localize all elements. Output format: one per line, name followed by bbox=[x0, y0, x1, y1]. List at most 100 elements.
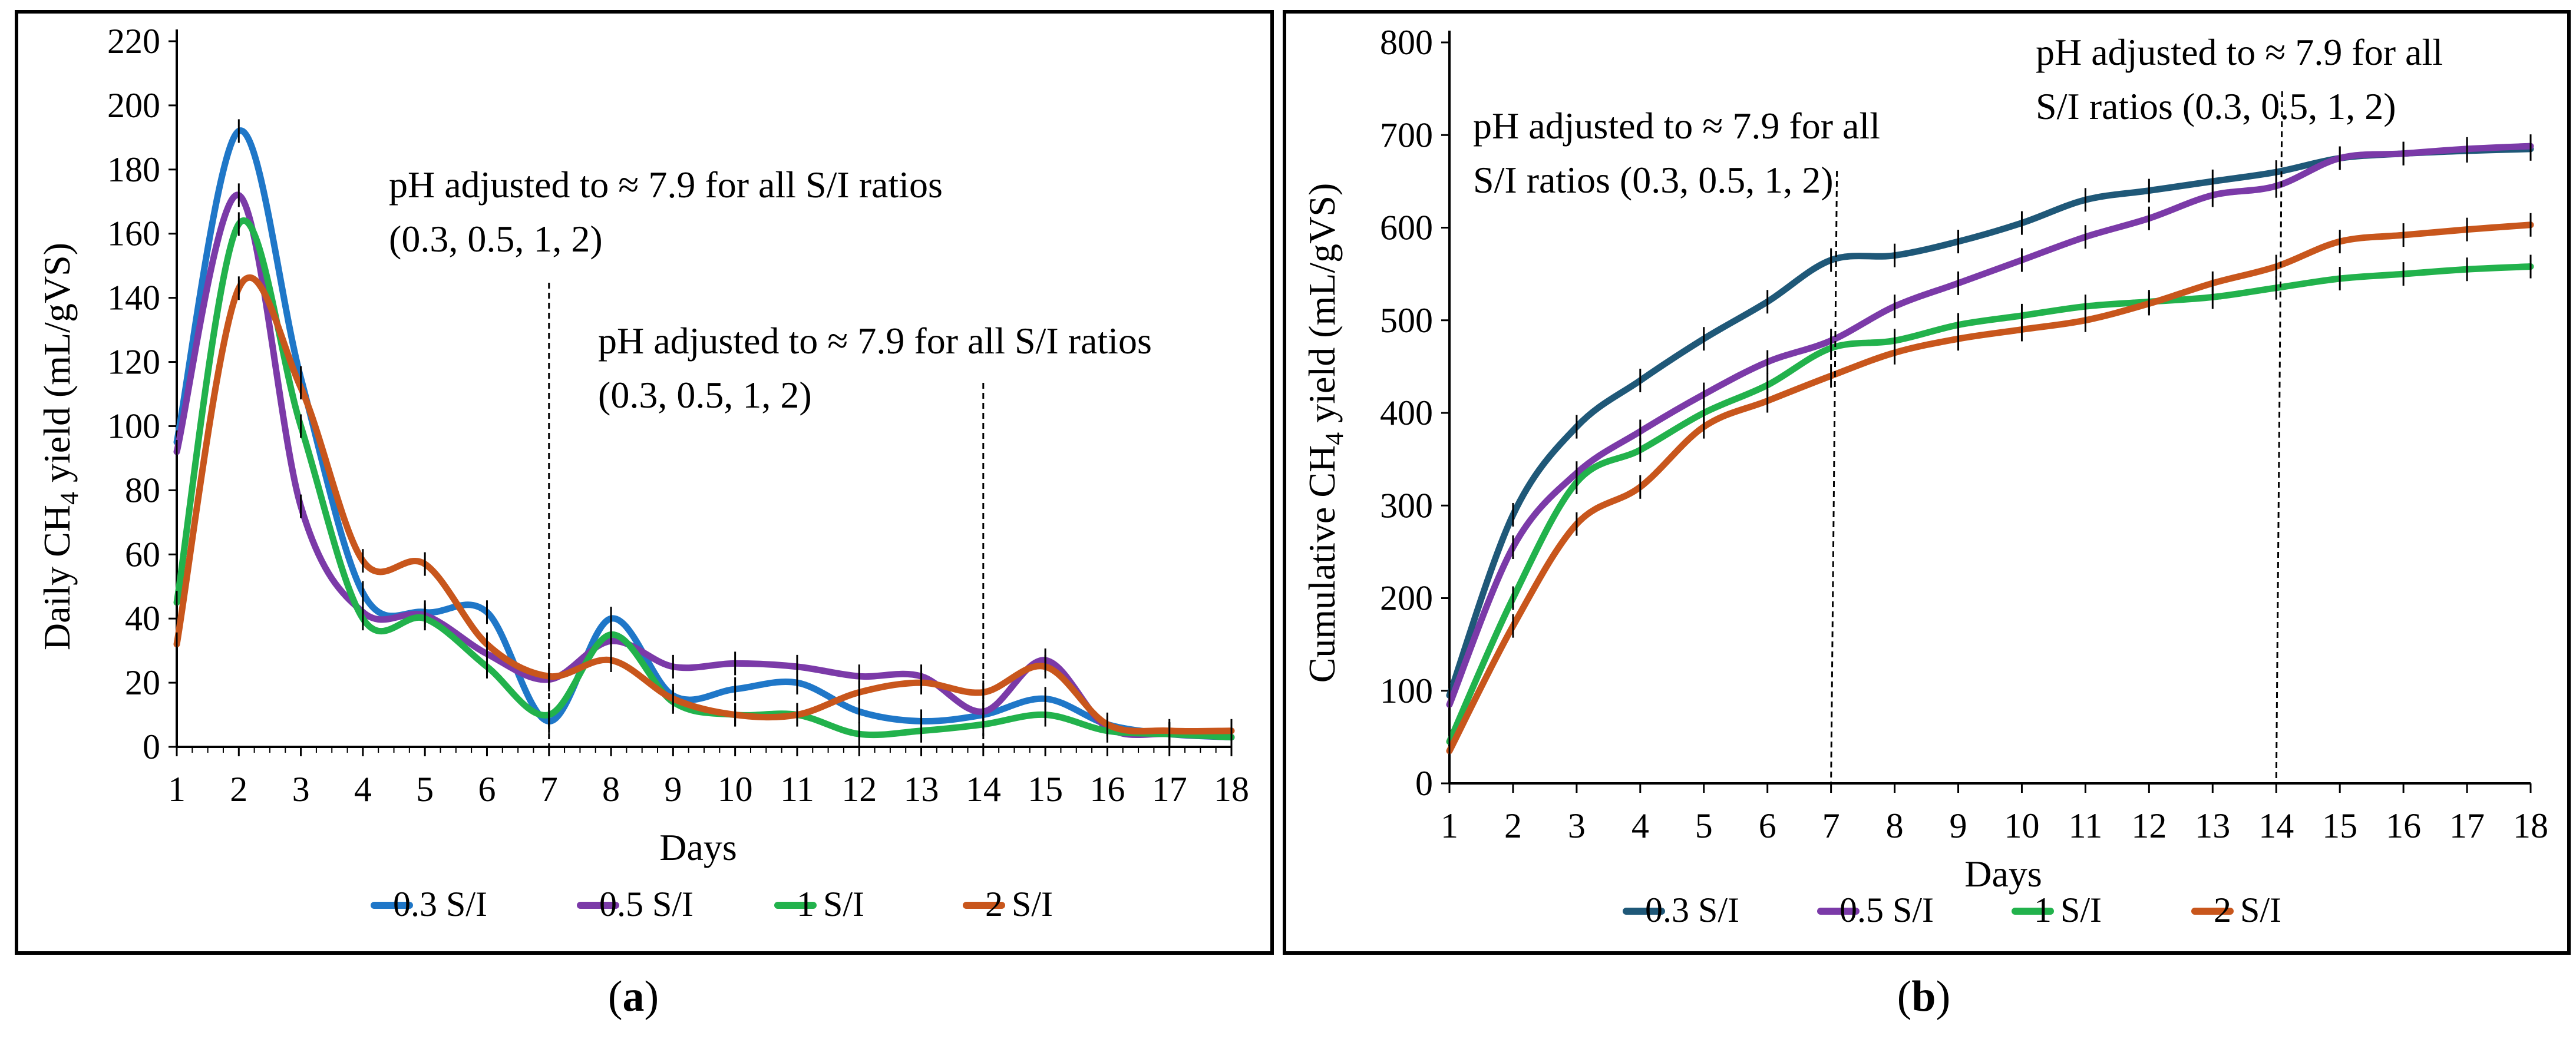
x-tick-label: 17 bbox=[2449, 806, 2485, 845]
x-axis-title-b: Days bbox=[1964, 853, 2042, 895]
x-tick-label: 14 bbox=[966, 770, 1001, 809]
y-tick-label: 400 bbox=[1380, 393, 1433, 432]
y-axis-title-b: Cumulative CH4 yield (mL/gVS) bbox=[1301, 183, 1349, 683]
x-tick-label: 16 bbox=[1089, 770, 1125, 809]
x-tick-label: 12 bbox=[2131, 806, 2167, 845]
x-tick-label: 9 bbox=[664, 770, 682, 809]
series-line bbox=[173, 191, 1235, 741]
x-tick-label: 11 bbox=[2069, 806, 2103, 845]
legend-b: 0.3 S/I 0.5 S/I 1 S/I 2 S/I bbox=[1623, 891, 2281, 929]
ph-adjust-marker bbox=[1830, 170, 1838, 784]
y-tick-label: 500 bbox=[1380, 301, 1433, 340]
x-tick-label: 6 bbox=[1759, 806, 1776, 845]
series-line bbox=[173, 127, 1235, 741]
y-tick-label: 700 bbox=[1380, 115, 1433, 154]
legend-a: 0.3 S/I 0.5 S/I 1 S/I 2 S/I bbox=[371, 885, 1053, 924]
x-tick-label: 4 bbox=[1632, 806, 1649, 845]
x-tick-label: 10 bbox=[718, 770, 753, 809]
series-line bbox=[173, 217, 1235, 741]
annotation-line2: (0.3, 0.5, 1, 2) bbox=[598, 374, 812, 416]
y-tick-label: 100 bbox=[107, 406, 160, 445]
legend-label: 0.5 S/I bbox=[1839, 891, 1934, 929]
y-tick-label: 40 bbox=[125, 599, 160, 638]
panel-a-caption: (a) bbox=[607, 972, 659, 1021]
x-tick-label: 3 bbox=[292, 770, 310, 809]
x-tick-label: 1 bbox=[168, 770, 186, 809]
legend-label: 0.5 S/I bbox=[599, 885, 693, 924]
series-line bbox=[1446, 221, 2534, 755]
annotation-line1: pH adjusted to ≈ 7.9 for all bbox=[2036, 31, 2443, 73]
x-tick-label: 1 bbox=[1441, 806, 1458, 845]
annotation-line2: (0.3, 0.5, 1, 2) bbox=[389, 218, 603, 260]
x-tick-label: 3 bbox=[1568, 806, 1586, 845]
y-tick-label: 120 bbox=[107, 343, 160, 382]
x-tick-label: 13 bbox=[904, 770, 939, 809]
y-axis-b: 0 100 200 300 400 500 600 700 800 bbox=[1380, 23, 1451, 803]
x-tick-label: 8 bbox=[602, 770, 620, 809]
y-tick-label: 0 bbox=[1415, 764, 1433, 803]
y-tick-label: 0 bbox=[143, 727, 160, 766]
panel-a-frame bbox=[15, 10, 1274, 955]
x-tick-label: 11 bbox=[780, 770, 814, 809]
annotations-b: pH adjusted to ≈ 7.9 for all S/I ratios (… bbox=[1473, 31, 2443, 784]
x-axis-b: 1 2 3 4 5 6 7 8 9 10 11 12 13 14 15 16 17 18 bbox=[1441, 782, 2548, 845]
x-tick-label: 18 bbox=[1214, 770, 1249, 809]
x-tick-label: 5 bbox=[1695, 806, 1713, 845]
panel-b-caption: (b) bbox=[1897, 972, 1951, 1021]
series-group-b bbox=[1446, 134, 2534, 763]
x-tick-label: 2 bbox=[230, 770, 247, 809]
legend-label: 2 S/I bbox=[2214, 891, 2281, 929]
legend-label: 2 S/I bbox=[985, 885, 1053, 924]
annotations-a: pH adjusted to ≈ 7.9 for all S/I ratios (… bbox=[389, 164, 1152, 747]
y-tick-label: 60 bbox=[125, 535, 160, 574]
x-tick-label: 13 bbox=[2195, 806, 2230, 845]
legend-label: 1 S/I bbox=[2034, 891, 2102, 929]
x-tick-label: 15 bbox=[2322, 806, 2357, 845]
annotation-line1: pH adjusted to ≈ 7.9 for all bbox=[1473, 105, 1880, 147]
annotation-line2: S/I ratios (0.3, 0.5, 1, 2) bbox=[2036, 85, 2396, 127]
x-tick-label: 8 bbox=[1886, 806, 1904, 845]
panel-b-frame bbox=[1283, 10, 2571, 955]
y-tick-label: 220 bbox=[107, 22, 160, 61]
x-tick-label: 10 bbox=[2004, 806, 2039, 845]
y-axis-title-a: Daily CH4 yield (mL/gVS) bbox=[36, 243, 84, 650]
annotation-line2: S/I ratios (0.3, 0.5, 1, 2) bbox=[1473, 159, 1834, 201]
x-tick-label: 7 bbox=[1822, 806, 1840, 845]
annotation-line1: pH adjusted to ≈ 7.9 for all S/I ratios bbox=[389, 164, 943, 206]
x-tick-label: 4 bbox=[354, 770, 372, 809]
x-tick-label: 14 bbox=[2258, 806, 2294, 845]
x-tick-label: 15 bbox=[1028, 770, 1063, 809]
legend-label: 0.3 S/I bbox=[1645, 891, 1739, 929]
y-tick-label: 160 bbox=[107, 214, 160, 253]
x-tick-label: 17 bbox=[1152, 770, 1187, 809]
y-tick-label: 200 bbox=[107, 86, 160, 125]
x-tick-label: 2 bbox=[1504, 806, 1522, 845]
x-axis-a: 1 2 3 4 5 6 7 8 9 10 11 12 13 14 15 16 17 18 bbox=[168, 746, 1249, 809]
y-tick-label: 600 bbox=[1380, 209, 1433, 247]
y-tick-label: 100 bbox=[1380, 671, 1433, 710]
series-line bbox=[173, 274, 1235, 735]
legend-label: 0.3 S/I bbox=[393, 885, 487, 924]
y-tick-label: 180 bbox=[107, 150, 160, 189]
y-tick-label: 300 bbox=[1380, 486, 1433, 525]
y-tick-label: 80 bbox=[125, 471, 160, 509]
y-tick-label: 140 bbox=[107, 279, 160, 317]
series-line bbox=[1446, 145, 2534, 699]
x-tick-label: 12 bbox=[841, 770, 877, 809]
x-tick-label: 6 bbox=[478, 770, 496, 809]
x-axis-title-a: Days bbox=[659, 826, 737, 868]
x-tick-label: 18 bbox=[2513, 806, 2548, 845]
legend-label: 1 S/I bbox=[797, 885, 864, 924]
y-tick-label: 200 bbox=[1380, 579, 1433, 618]
ph-adjust-marker bbox=[2275, 91, 2283, 784]
x-tick-label: 7 bbox=[540, 770, 558, 809]
x-tick-label: 5 bbox=[416, 770, 434, 809]
annotation-line1: pH adjusted to ≈ 7.9 for all S/I ratios bbox=[598, 320, 1152, 362]
y-tick-label: 20 bbox=[125, 663, 160, 702]
series-group-a bbox=[173, 119, 1235, 749]
x-tick-label: 9 bbox=[1950, 806, 1967, 845]
y-tick-label: 800 bbox=[1380, 23, 1433, 62]
